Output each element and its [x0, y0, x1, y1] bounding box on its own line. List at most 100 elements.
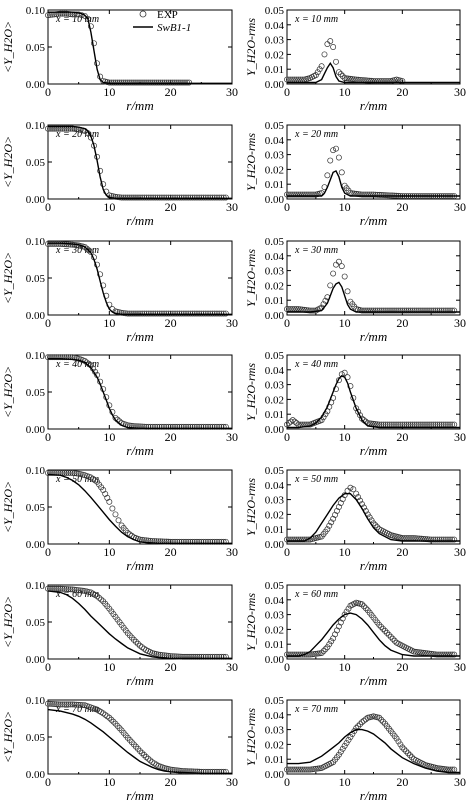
exp-marker — [341, 75, 348, 82]
exp-marker — [57, 701, 64, 708]
exp-marker — [183, 194, 189, 201]
exp-marker — [413, 307, 420, 314]
exp-marker — [200, 768, 207, 775]
exp-marker — [451, 307, 458, 314]
exp-marker — [124, 194, 131, 201]
y-tick-label: 0.03 — [265, 150, 285, 162]
exp-marker — [53, 701, 60, 708]
exp-marker — [216, 768, 223, 775]
x-tick-label: 30 — [454, 200, 466, 214]
exp-marker — [374, 78, 381, 84]
exp-marker — [176, 538, 183, 545]
x-axis-label: r/mm — [360, 673, 387, 688]
exp-marker — [67, 701, 74, 708]
exp-marker — [159, 538, 166, 545]
exp-marker — [158, 423, 165, 430]
exp-marker — [299, 191, 306, 198]
exp-marker — [65, 701, 72, 708]
exp-marker — [169, 538, 176, 545]
x-tick-label: 0 — [284, 660, 290, 674]
exp-marker — [341, 273, 348, 280]
exp-marker — [145, 423, 152, 430]
exp-marker — [169, 310, 176, 317]
exp-marker — [297, 536, 304, 543]
exp-marker — [397, 307, 404, 314]
exp-marker — [314, 765, 321, 772]
exp-marker — [59, 585, 66, 592]
exp-marker — [327, 38, 334, 45]
exp-marker — [385, 78, 392, 84]
exp-marker — [324, 644, 331, 651]
y-tick-label: 0.10 — [26, 350, 46, 362]
exp-marker — [211, 653, 218, 660]
x-tick-label: 0 — [45, 660, 51, 674]
exp-marker — [347, 75, 354, 82]
exp-marker — [442, 307, 449, 314]
exp-marker — [174, 194, 181, 201]
exp-marker — [178, 423, 185, 430]
exp-marker — [328, 519, 335, 526]
exp-marker — [441, 651, 448, 658]
panel-annotation: x = 70 mm — [294, 704, 338, 715]
x-tick-label: 10 — [103, 200, 115, 214]
subplot-mean-20: 0 10 20 30 0.00 0.05 0.10 r/mm <Y_H2O> x = 20 mm — [1, 120, 238, 228]
exp-marker — [165, 194, 172, 201]
y-axis-label: <Y_H2O> — [1, 252, 15, 304]
exp-marker — [198, 538, 205, 545]
exp-marker — [353, 490, 360, 497]
exp-marker — [360, 717, 367, 724]
y-tick-label: 0.03 — [265, 610, 285, 622]
x-tick-label: 30 — [454, 430, 466, 444]
y-tick-label: 0.10 — [26, 5, 46, 17]
exp-marker — [172, 423, 178, 430]
x-tick-label: 10 — [339, 430, 351, 444]
y-tick-label: 0.01 — [265, 409, 284, 421]
exp-marker — [49, 700, 56, 707]
y-tick-label: 0.02 — [265, 624, 284, 636]
exp-marker — [357, 191, 363, 198]
y-tick-label: 0.05 — [265, 5, 285, 17]
exp-marker — [330, 270, 337, 277]
exp-marker — [130, 636, 137, 643]
exp-marker — [200, 194, 207, 201]
exp-marker — [211, 768, 218, 775]
exp-marker — [73, 701, 80, 708]
x-axis-label: r/mm — [126, 98, 153, 113]
y-tick-label: 0.02 — [265, 164, 284, 176]
exp-marker — [445, 651, 452, 658]
exp-marker — [370, 307, 377, 314]
exp-marker — [324, 41, 331, 47]
x-tick-label: 0 — [45, 430, 51, 444]
exp-marker — [307, 191, 314, 198]
exp-marker — [182, 768, 188, 775]
exp-marker — [284, 191, 290, 198]
exp-marker — [49, 241, 56, 247]
exp-marker — [343, 75, 350, 82]
exp-marker — [167, 310, 174, 317]
exp-marker — [156, 310, 163, 317]
exp-marker — [47, 700, 53, 707]
y-tick-label: 0.04 — [265, 480, 285, 492]
exp-marker — [141, 194, 148, 201]
y-tick-label: 0.00 — [26, 539, 46, 551]
exp-marker — [200, 310, 207, 317]
exp-marker — [141, 423, 148, 430]
y-axis-label: <Y_H2O> — [1, 711, 15, 763]
exp-marker — [428, 536, 435, 543]
exp-marker — [112, 193, 119, 200]
exp-marker — [81, 12, 88, 19]
exp-marker — [194, 194, 200, 201]
x-tick-label: 0 — [284, 200, 290, 214]
exp-marker — [324, 526, 331, 533]
panel-annotation: x = 50 mm — [55, 474, 99, 485]
exp-marker — [132, 310, 139, 317]
exp-marker — [75, 701, 82, 708]
exp-marker — [135, 423, 141, 430]
exp-marker — [75, 587, 82, 594]
exp-marker — [345, 737, 352, 743]
y-axis-label: <Y_H2O> — [1, 136, 15, 188]
exp-marker — [171, 79, 178, 86]
exp-marker — [143, 194, 150, 201]
exp-marker — [374, 191, 381, 198]
exp-marker — [126, 79, 133, 86]
